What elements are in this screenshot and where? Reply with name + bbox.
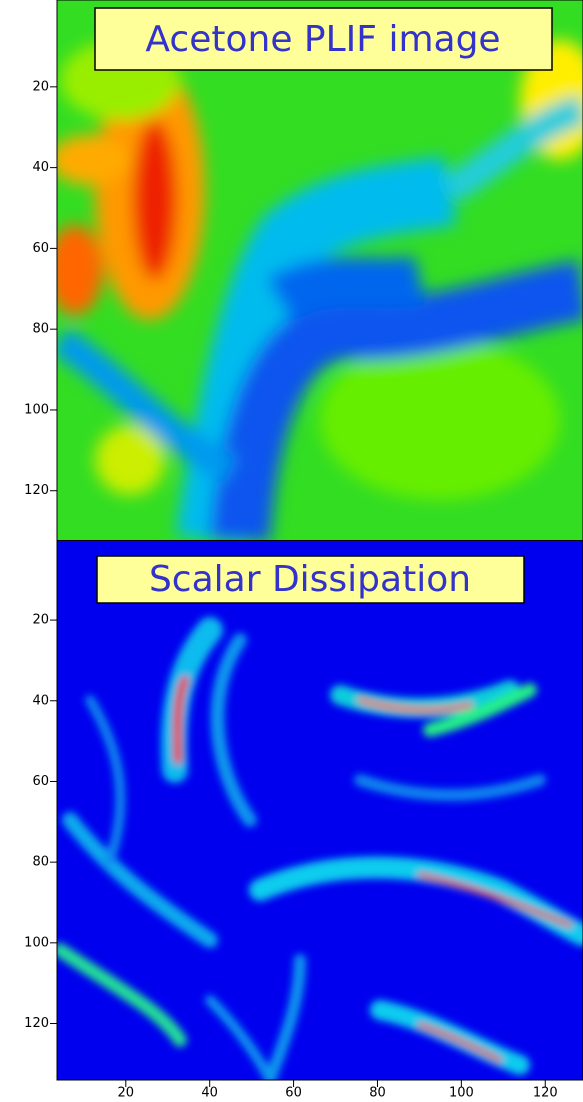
- y-tick-label: 80: [32, 855, 49, 870]
- y-tick-label: 120: [24, 483, 49, 498]
- x-tick-label: 40: [201, 1086, 218, 1101]
- y-tick-label: 100: [24, 402, 49, 417]
- y-tick-label: 80: [32, 322, 49, 337]
- y-tick-label: 60: [32, 774, 49, 789]
- y-tick-label: 20: [32, 613, 49, 628]
- x-tick-label: 20: [118, 1086, 135, 1101]
- chart-title: Acetone PLIF image: [145, 19, 500, 60]
- x-tick-label: 80: [369, 1086, 386, 1101]
- y-tick-label: 120: [24, 1016, 49, 1031]
- dissipation-image: [57, 541, 583, 1080]
- y-tick-label: 100: [24, 935, 49, 950]
- chart-title: Scalar Dissipation: [149, 559, 471, 600]
- x-tick-label: 60: [285, 1086, 302, 1101]
- x-tick-label: 120: [533, 1086, 558, 1101]
- x-tick-label: 100: [449, 1086, 474, 1101]
- y-tick-label: 40: [32, 160, 49, 175]
- figure: Acetone PLIF image Scalar Dissipation 20…: [0, 0, 583, 1102]
- y-tick-label: 40: [32, 693, 49, 708]
- y-tick-label: 20: [32, 79, 49, 94]
- plif-image: [47, 0, 583, 540]
- y-tick-label: 60: [32, 241, 49, 256]
